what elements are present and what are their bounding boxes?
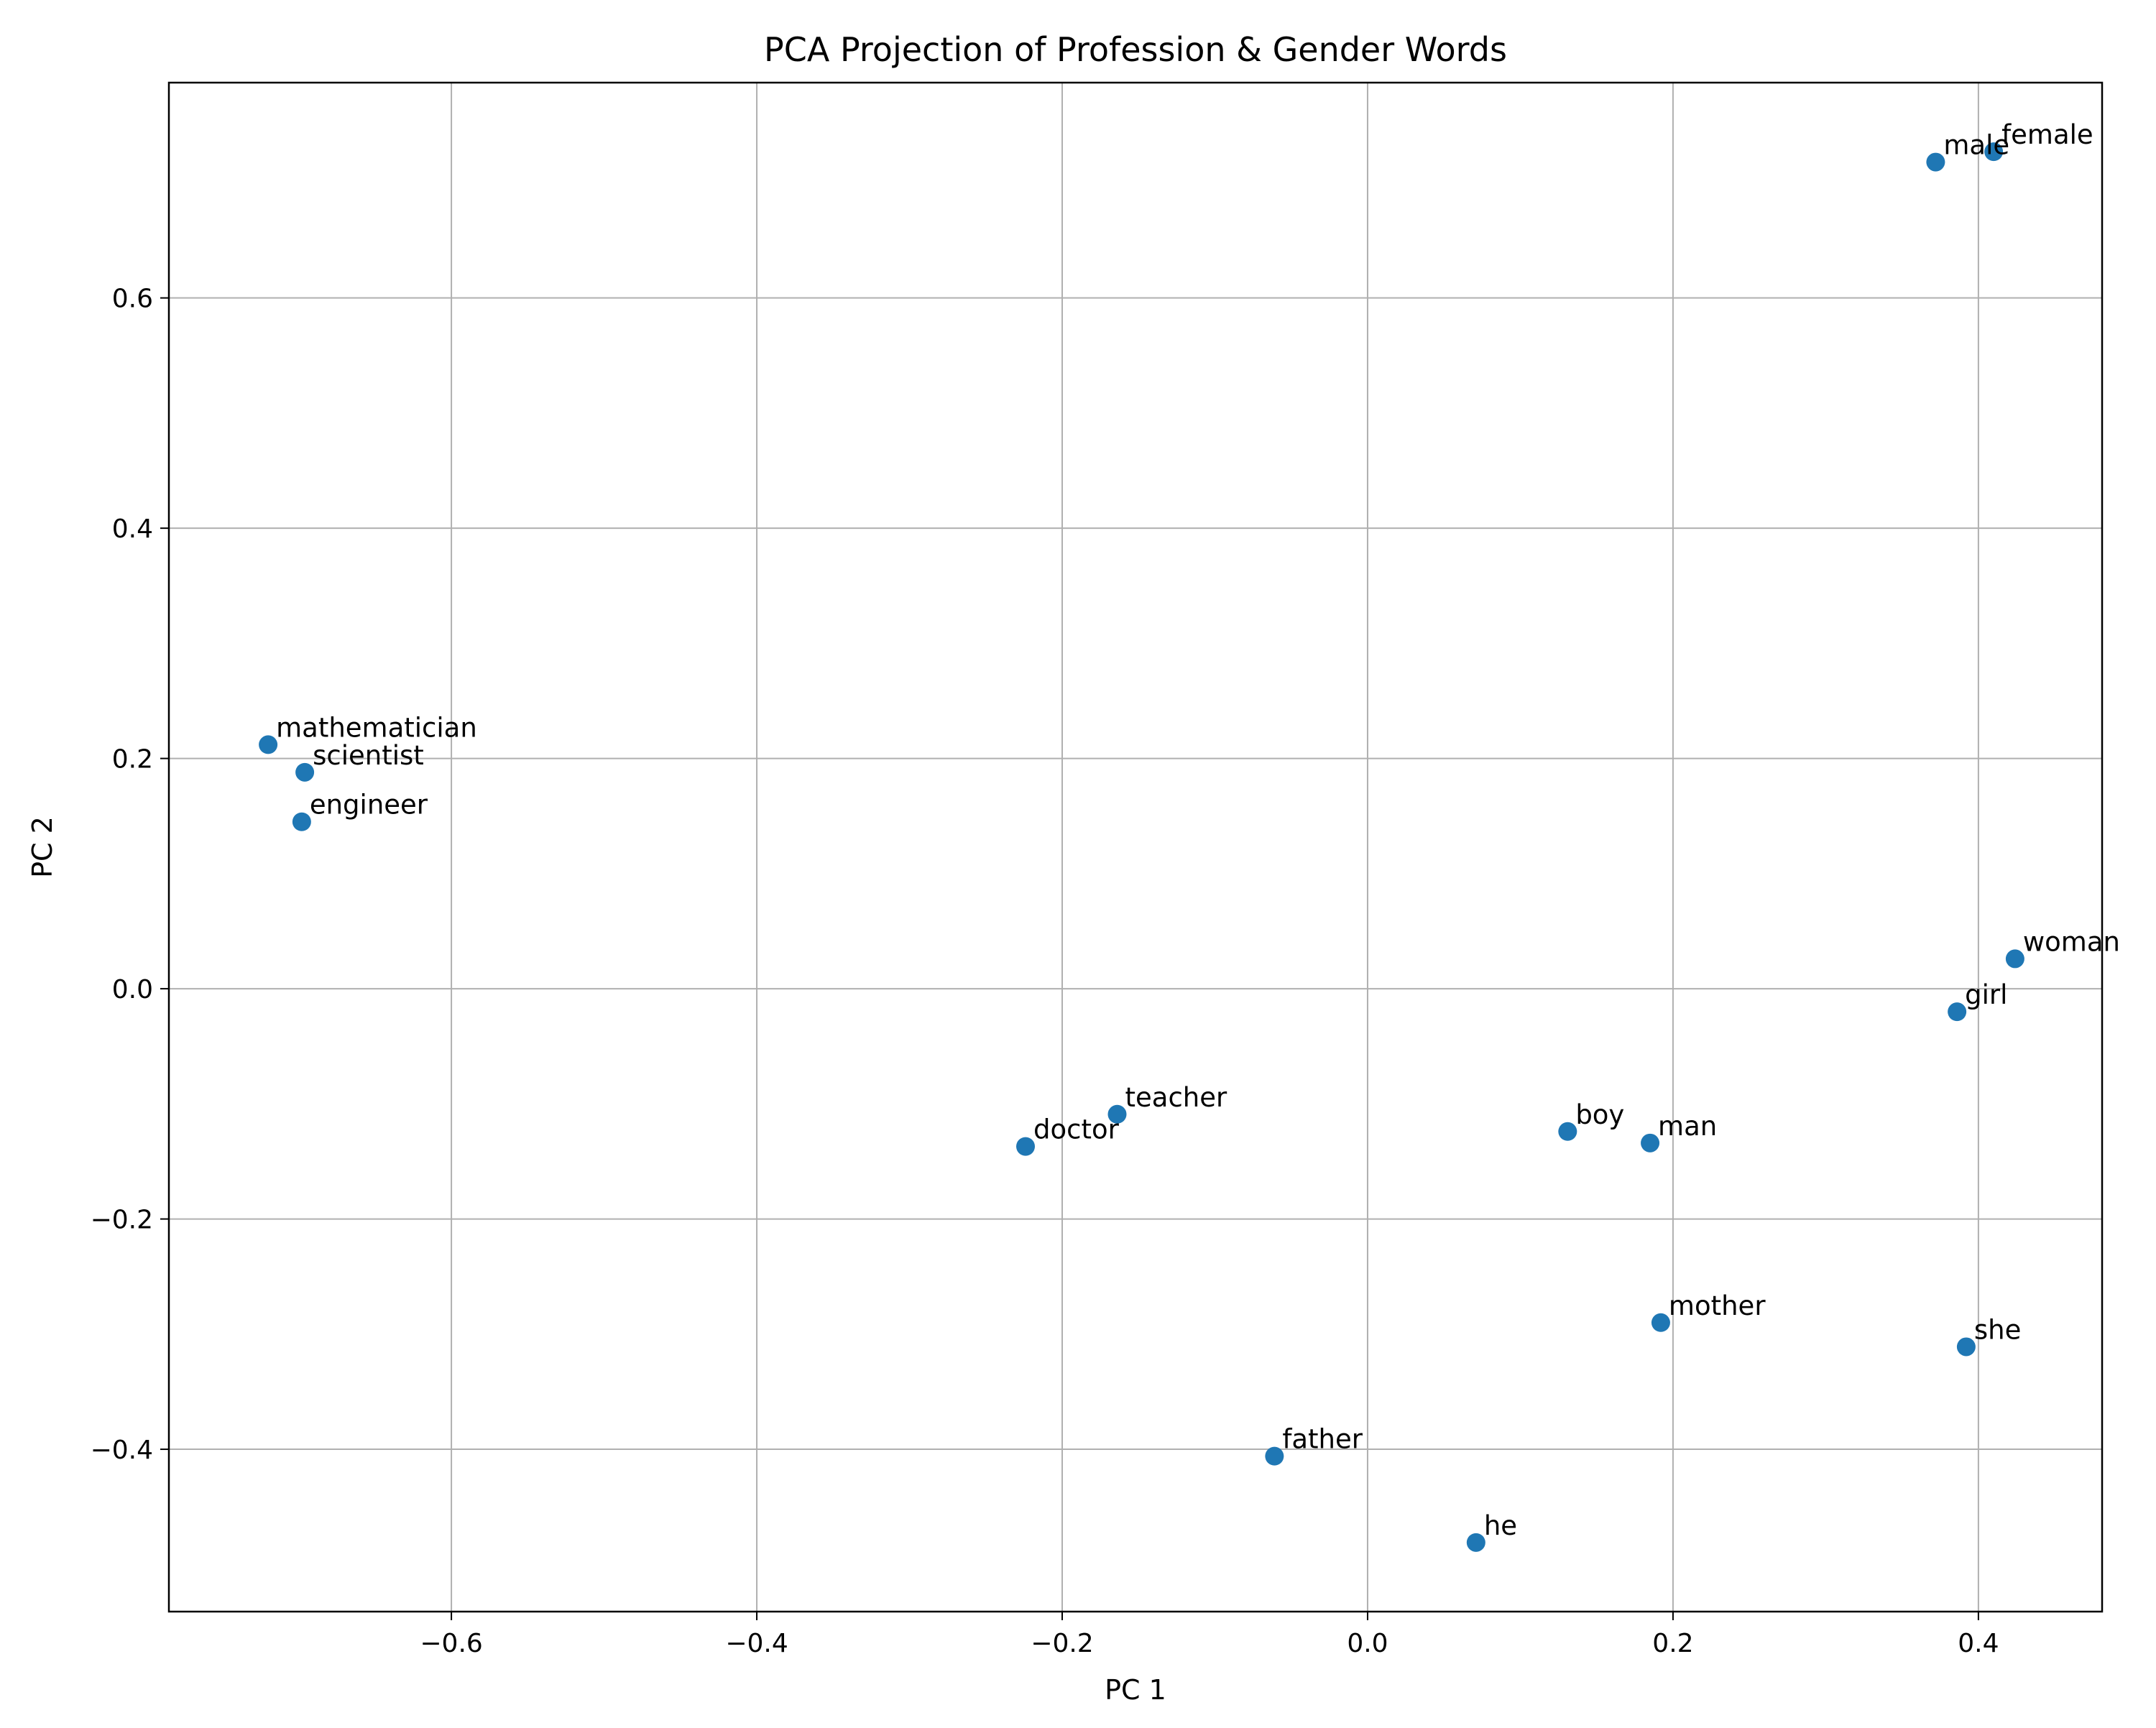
point-label: girl bbox=[1965, 979, 2007, 1010]
chart-title: PCA Projection of Profession & Gender Wo… bbox=[764, 30, 1507, 69]
point-label: male bbox=[1943, 130, 2009, 161]
data-point bbox=[295, 762, 315, 782]
data-point bbox=[1107, 1104, 1127, 1124]
point-label: mathematician bbox=[276, 712, 477, 743]
y-axis-label: PC 2 bbox=[27, 816, 58, 878]
data-points bbox=[259, 142, 2024, 1552]
point-label: scientist bbox=[313, 740, 424, 771]
x-tick-label: 0.0 bbox=[1347, 1629, 1388, 1658]
data-point bbox=[292, 812, 311, 831]
data-point bbox=[1926, 152, 1945, 172]
data-point bbox=[1641, 1133, 1660, 1152]
data-point bbox=[1984, 142, 2004, 162]
data-point bbox=[1948, 1002, 1967, 1022]
point-label: he bbox=[1484, 1510, 1517, 1541]
x-tick-label: −0.4 bbox=[725, 1629, 788, 1658]
point-label: engineer bbox=[310, 790, 428, 821]
data-point bbox=[2005, 949, 2024, 969]
data-point bbox=[1651, 1313, 1670, 1332]
y-tick-label: 0.4 bbox=[112, 514, 153, 544]
axis-ticks: −0.6 −0.4 −0.2 0.0 0.2 0.4 −0.4 −0.2 0.0 0.2 0.4 0.… bbox=[91, 285, 1999, 1658]
point-label: man bbox=[1658, 1111, 1717, 1142]
y-tick-label: 0.6 bbox=[112, 285, 153, 314]
y-tick-label: −0.4 bbox=[91, 1436, 153, 1465]
x-tick-label: −0.2 bbox=[1031, 1629, 1093, 1658]
point-label: father bbox=[1282, 1424, 1363, 1455]
grid bbox=[169, 83, 2102, 1612]
data-point bbox=[1265, 1446, 1284, 1466]
point-label: female bbox=[2001, 119, 2093, 150]
y-tick-label: −0.2 bbox=[91, 1206, 153, 1235]
data-point bbox=[1558, 1122, 1577, 1141]
data-point bbox=[1016, 1137, 1036, 1156]
point-label: she bbox=[1974, 1314, 2022, 1345]
y-tick-label: 0.2 bbox=[112, 745, 153, 775]
data-point bbox=[1466, 1533, 1485, 1552]
point-label: boy bbox=[1575, 1099, 1624, 1130]
x-tick-label: −0.6 bbox=[420, 1629, 482, 1658]
point-label: woman bbox=[2023, 926, 2120, 957]
data-point bbox=[1956, 1337, 1976, 1357]
y-tick-label: 0.0 bbox=[112, 975, 153, 1004]
x-axis-label: PC 1 bbox=[1105, 1674, 1166, 1706]
plot-frame bbox=[167, 81, 2104, 1613]
x-tick-label: 0.4 bbox=[1958, 1629, 1999, 1658]
data-point bbox=[259, 735, 278, 754]
point-label: mother bbox=[1669, 1290, 1766, 1321]
point-label: doctor bbox=[1033, 1114, 1120, 1145]
x-tick-label: 0.2 bbox=[1652, 1629, 1693, 1658]
point-label: teacher bbox=[1125, 1082, 1228, 1113]
